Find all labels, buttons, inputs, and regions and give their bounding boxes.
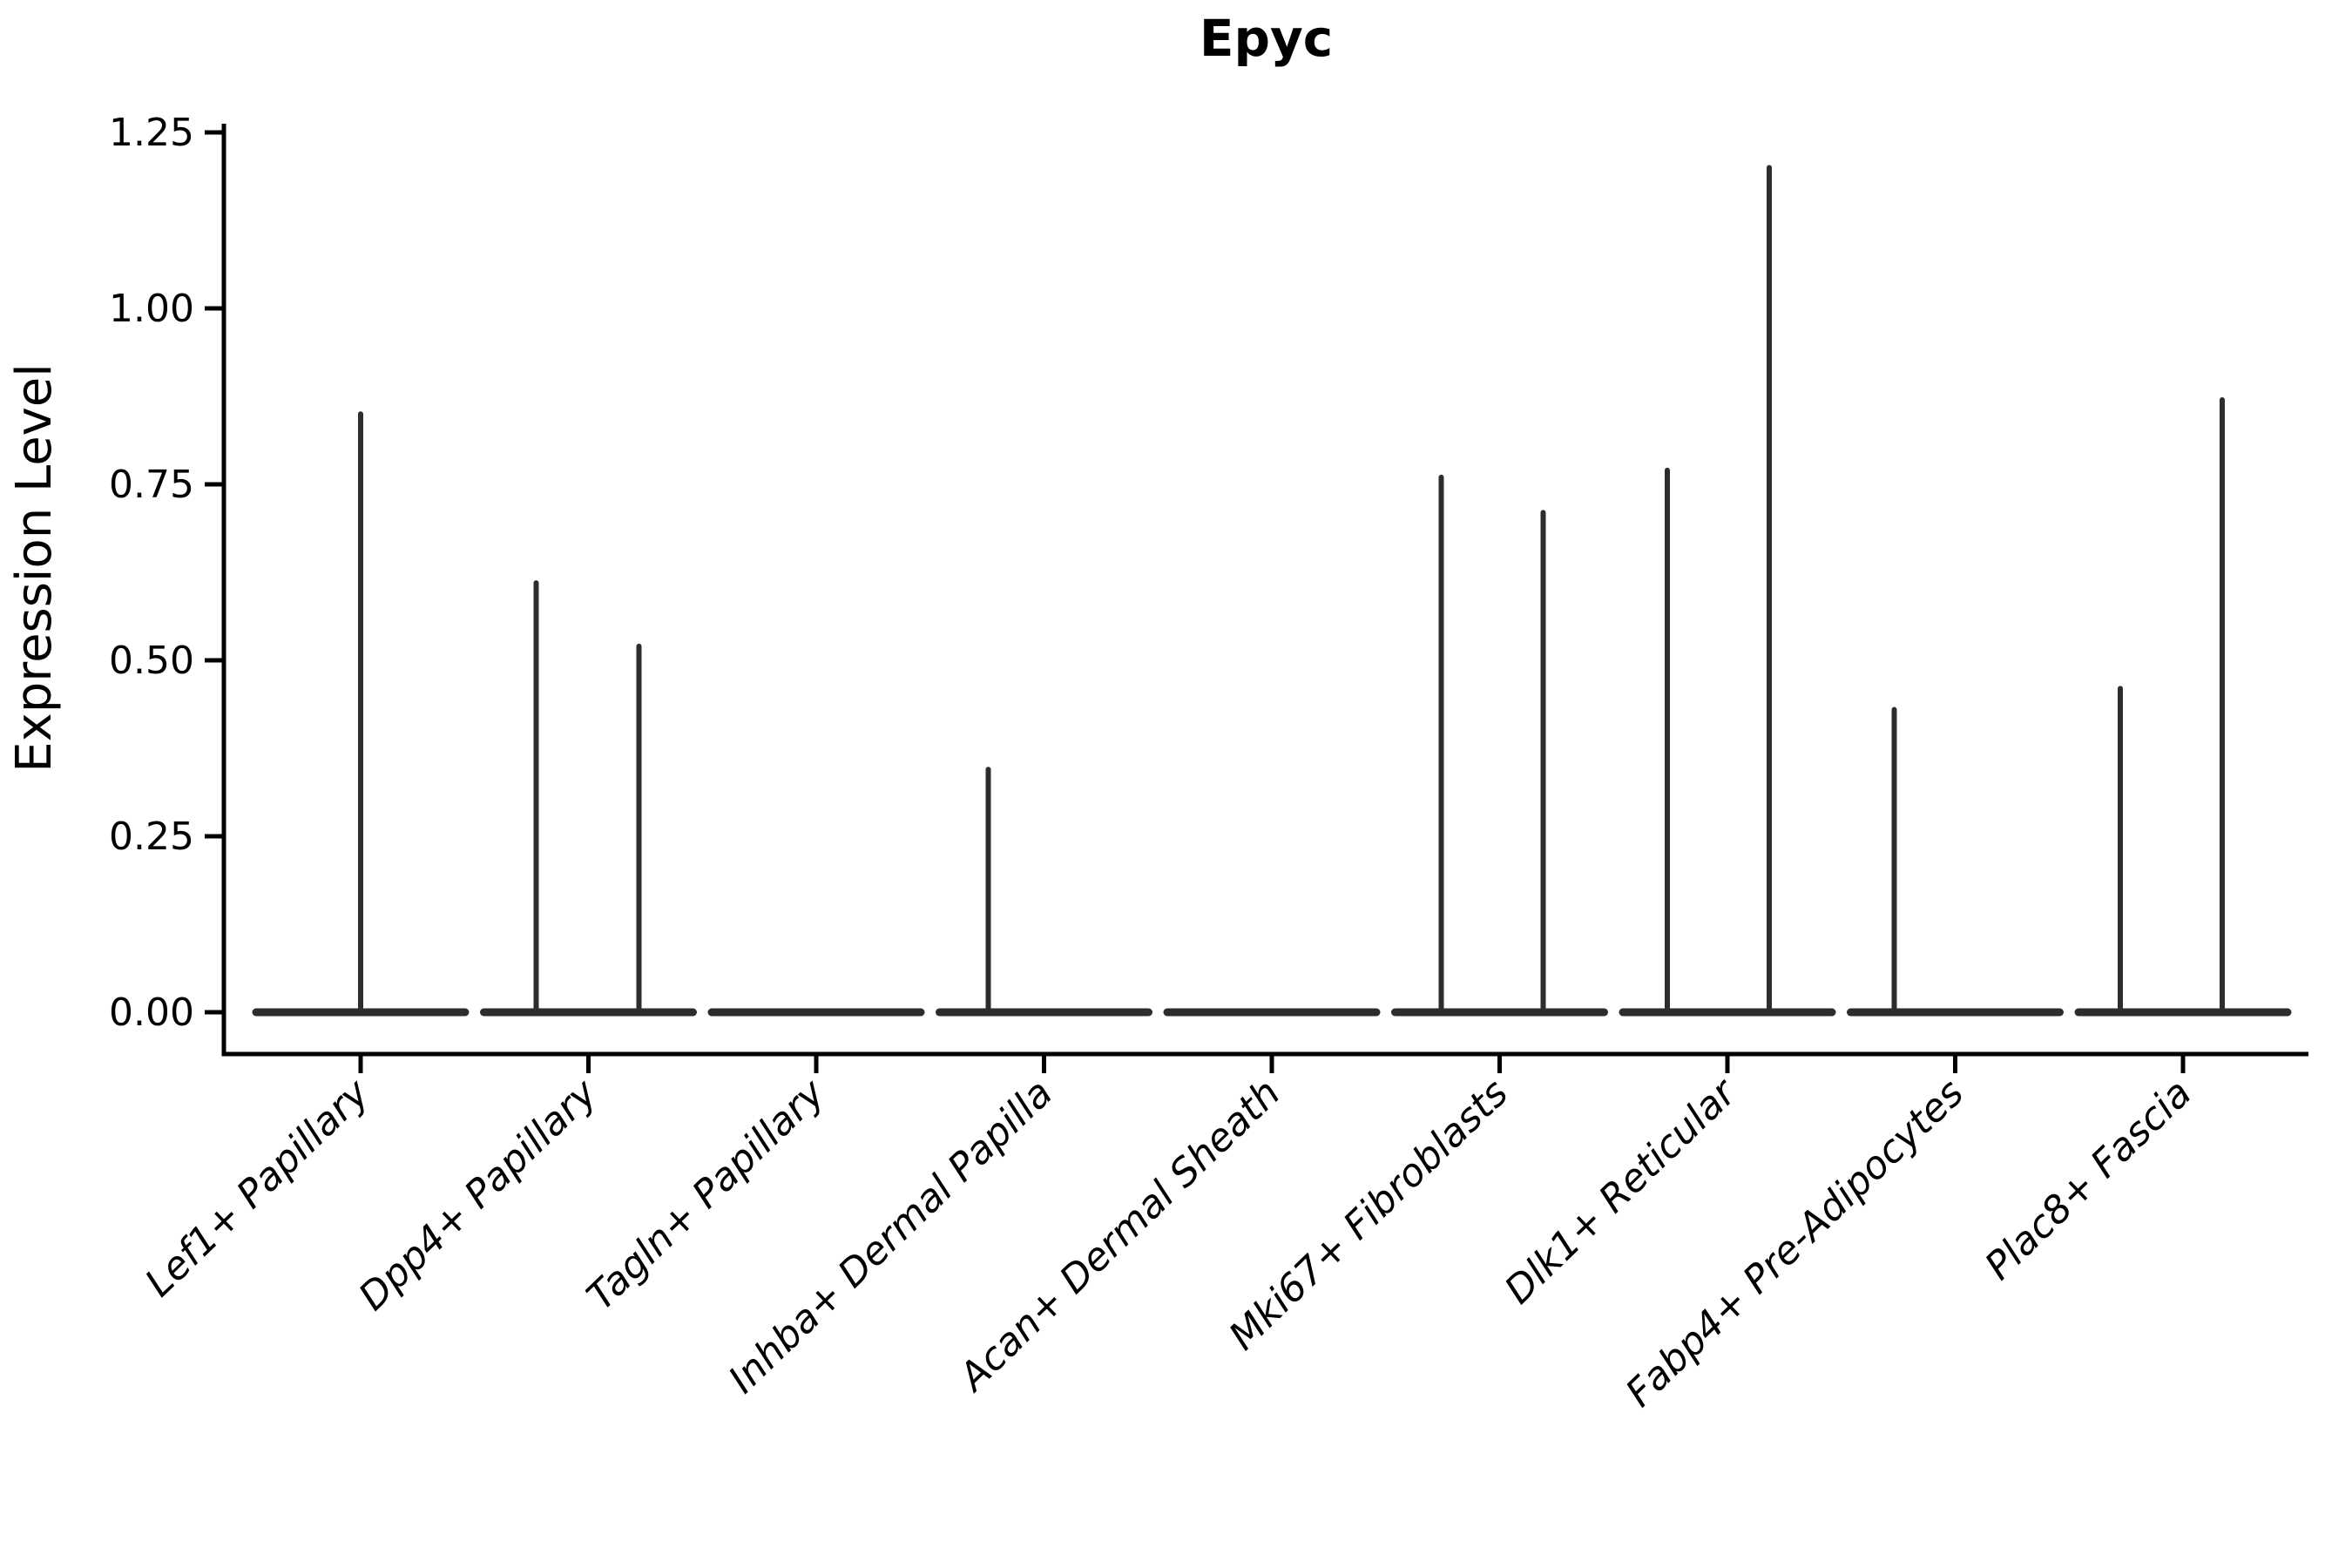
y-tick-label: 1.00: [109, 287, 194, 331]
x-tick-label: Plac8+ Fascia: [1977, 1071, 2200, 1288]
y-tick-label: 0.00: [109, 990, 194, 1035]
y-tick-label: 0.50: [109, 639, 194, 683]
x-tick-label: Dpp4+ Papillary: [350, 1071, 605, 1320]
x-tick-label: Dlk1+ Reticular: [1497, 1069, 1747, 1313]
y-axis-label: Expression Level: [6, 363, 63, 773]
chart-title: Epyc: [1200, 9, 1333, 68]
x-tick-label: Lef1+ Papillary: [137, 1071, 378, 1306]
y-tick-label: 1.25: [109, 111, 194, 155]
x-tick-label: Tagln+ Papillary: [578, 1071, 834, 1320]
y-tick-label: 0.25: [109, 814, 194, 859]
y-tick-label: 0.75: [109, 463, 194, 507]
